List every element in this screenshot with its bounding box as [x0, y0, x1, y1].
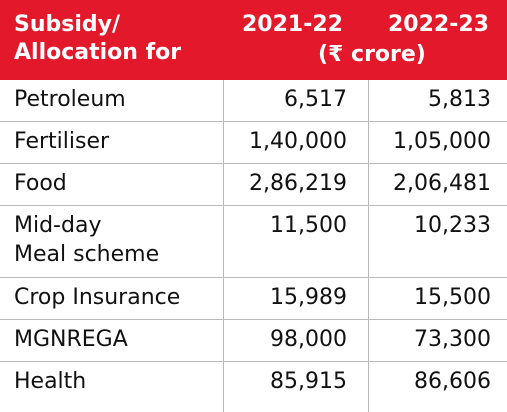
table-row-fertiliser: Fertiliser 1,40,000 1,05,000 [0, 122, 507, 164]
column-divider-1 [223, 80, 224, 412]
row-label-line1: Petroleum [14, 87, 126, 112]
header-unit: (₹ crore) [318, 42, 426, 67]
row-label-line1: Health [14, 369, 87, 394]
header-year-2021-22: 2021-22 [242, 12, 343, 37]
value-2022-23: 15,500 [414, 285, 491, 310]
value-2021-22: 2,86,219 [249, 171, 347, 196]
row-label: MGNREGA [14, 325, 219, 354]
value-2021-22: 1,40,000 [249, 129, 347, 154]
value-2022-23: 73,300 [414, 327, 491, 352]
value-2022-23: 86,606 [414, 369, 491, 394]
row-label-line1: Crop Insurance [14, 285, 181, 310]
row-label: Petroleum [14, 85, 219, 114]
value-2021-22: 98,000 [270, 327, 347, 352]
table-row-petroleum: Petroleum 6,517 5,813 [0, 80, 507, 122]
row-label-line1: MGNREGA [14, 327, 128, 352]
row-label: Fertiliser [14, 127, 219, 156]
table-row-mgnrega: MGNREGA 98,000 73,300 [0, 320, 507, 362]
row-label: Crop Insurance [14, 283, 219, 312]
value-2021-22: 85,915 [270, 369, 347, 394]
row-label-line1: Fertiliser [14, 129, 110, 154]
row-label-line1: Mid-day [14, 213, 102, 238]
header-label: Subsidy/ Allocation for [14, 11, 234, 67]
value-2021-22: 15,989 [270, 285, 347, 310]
value-2022-23: 1,05,000 [393, 129, 491, 154]
row-label: Mid-day Meal scheme [14, 211, 219, 269]
value-2022-23: 2,06,481 [393, 171, 491, 196]
value-2021-22: 11,500 [270, 213, 347, 238]
row-label-line2: Meal scheme [14, 242, 160, 267]
row-label: Health [14, 367, 219, 396]
value-2021-22: 6,517 [284, 87, 347, 112]
table-row-mid-day-meal: Mid-day Meal scheme 11,500 10,233 [0, 206, 507, 278]
row-label-line1: Food [14, 171, 67, 196]
value-2022-23: 10,233 [414, 213, 491, 238]
table-row-crop-insurance: Crop Insurance 15,989 15,500 [0, 278, 507, 320]
table-row-health: Health 85,915 86,606 [0, 362, 507, 411]
table-header: Subsidy/ Allocation for 2021-22 2022-23 … [0, 0, 507, 80]
row-label: Food [14, 169, 219, 198]
header-year-2022-23: 2022-23 [388, 12, 489, 37]
header-label-line1: Subsidy/ [14, 12, 121, 37]
column-divider-2 [368, 80, 369, 412]
value-2022-23: 5,813 [428, 87, 491, 112]
header-label-line2: Allocation for [14, 40, 182, 65]
table-row-food: Food 2,86,219 2,06,481 [0, 164, 507, 206]
